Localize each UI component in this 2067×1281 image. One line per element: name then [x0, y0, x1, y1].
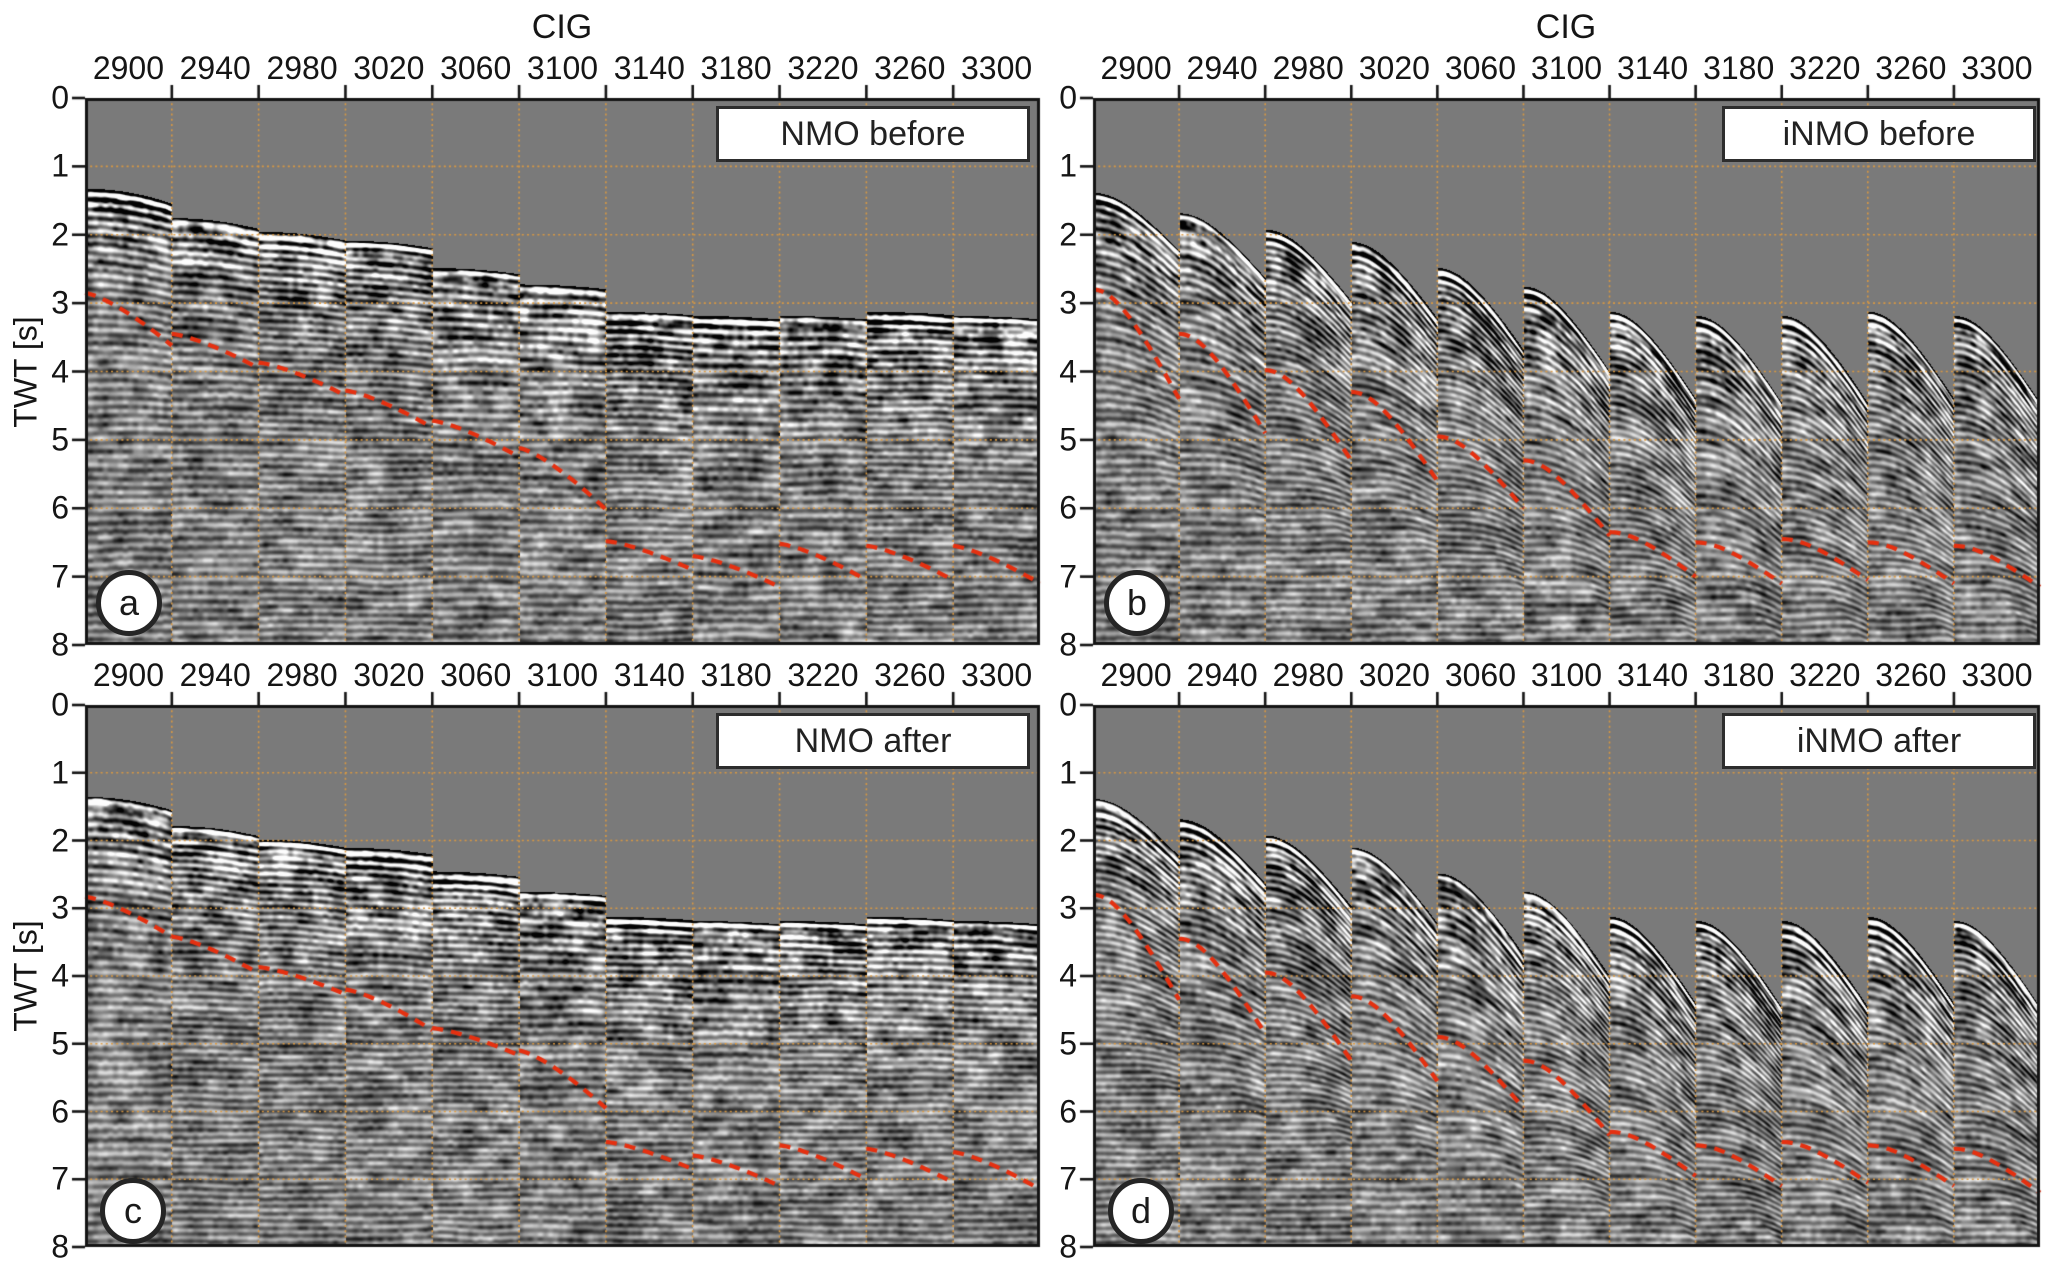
y-tick-label: 2: [51, 216, 69, 253]
x-tick-label: 3100: [526, 50, 599, 86]
x-tick-label: 3020: [353, 50, 425, 86]
panel-a-label-box: NMO before: [716, 106, 1030, 162]
y-tick-label: 6: [1059, 1093, 1077, 1129]
y-tick-label: 8: [1059, 1228, 1077, 1265]
x-tick-label: 3060: [440, 50, 512, 86]
y-tick-label: 3: [51, 284, 69, 321]
x-tick-label: 3140: [613, 50, 685, 86]
x-tick-label: 3140: [1616, 657, 1689, 693]
x-tick-label: 3260: [874, 657, 946, 693]
x-tick-label: 3180: [1703, 50, 1775, 86]
x-tick-label: 2940: [179, 50, 251, 86]
x-tick-label: 3220: [1789, 657, 1861, 693]
x-tick-label: 2900: [1100, 50, 1172, 86]
x-tick-label: 3300: [960, 657, 1033, 693]
panel-c-label-box: NMO after: [716, 713, 1030, 769]
x-tick-label: 3100: [1530, 657, 1603, 693]
x-tick-label: 2900: [92, 50, 164, 86]
y-tick-label: 3: [51, 889, 69, 926]
y-tick-label: 1: [51, 147, 69, 184]
x-tick-label: 3060: [1444, 657, 1516, 693]
y-tick-label: 2: [1059, 822, 1077, 858]
x-tick-label: 2980: [1272, 657, 1344, 693]
x-tick-label: 3220: [787, 657, 859, 693]
y-tick-label: 0: [1059, 686, 1077, 723]
y-tick-label: 1: [1059, 147, 1077, 184]
y-tick-label: 8: [51, 626, 69, 663]
panel-d-badge: d: [1108, 1178, 1174, 1244]
y-tick-label: 7: [51, 1160, 69, 1197]
panel-d-label-box: iNMO after: [1722, 713, 2036, 769]
y-tick-label: 4: [1059, 957, 1077, 994]
y-tick-label: 8: [51, 1228, 69, 1265]
y-tick-label: 4: [51, 957, 69, 994]
y-tick-label: 6: [51, 489, 69, 526]
y-tick-label: 6: [1059, 489, 1077, 526]
x-tick-label: 3020: [1358, 657, 1430, 693]
y-tick-label: 8: [1059, 626, 1077, 663]
y-tick-label: 0: [1059, 79, 1077, 116]
y-tick-label: 5: [1059, 421, 1077, 458]
x-tick-label: 3140: [613, 657, 685, 693]
x-tick-label: 3220: [787, 50, 859, 86]
x-tick-label: 3260: [1875, 50, 1947, 86]
x-tick-label: 3100: [526, 657, 599, 693]
y-tick-label: 4: [51, 353, 69, 389]
y-tick-label: 7: [51, 558, 69, 595]
x-tick-label: 2980: [266, 657, 338, 693]
x-tick-label: 3180: [700, 657, 772, 693]
x-tick-label: 3300: [960, 50, 1033, 86]
panel-b-label-box: iNMO before: [1722, 106, 2036, 162]
x-tick-label: 3180: [700, 50, 772, 86]
x-tick-label: 3100: [1530, 50, 1603, 86]
y-tick-label: 5: [51, 1025, 69, 1062]
panel-d-label: iNMO after: [1796, 722, 1962, 760]
panel-b-label: iNMO before: [1782, 115, 1976, 153]
x-tick-label: 3060: [440, 657, 512, 693]
x-tick-label: 3060: [1444, 50, 1516, 86]
x-tick-label: 2940: [1186, 657, 1258, 693]
y-tick-label: 4: [1059, 353, 1077, 389]
x-tick-label: 3300: [1961, 50, 2033, 86]
y-tick-label: 0: [51, 79, 69, 116]
y-tick-label: 1: [51, 754, 69, 791]
x-axis-title-right: CIG: [1535, 8, 1597, 46]
panel-c-label: NMO after: [794, 722, 952, 760]
panel-a-label: NMO before: [780, 115, 966, 153]
x-tick-label: 3140: [1616, 50, 1689, 86]
y-tick-label: 2: [1059, 216, 1077, 253]
x-tick-label: 2980: [1272, 50, 1344, 86]
x-tick-label: 3020: [353, 657, 425, 693]
y-tick-label: 7: [1059, 1160, 1077, 1197]
panel-c-badge: c: [100, 1178, 166, 1244]
x-tick-label: 3300: [1961, 657, 2033, 693]
y-tick-label: 7: [1059, 558, 1077, 595]
x-tick-label: 2980: [266, 50, 338, 86]
y-tick-label: 5: [1059, 1025, 1077, 1062]
x-tick-label: 2940: [1186, 50, 1258, 86]
y-tick-label: 1: [1059, 754, 1077, 791]
y-tick-label: 3: [1059, 284, 1077, 321]
x-tick-label: 2900: [1100, 657, 1172, 693]
x-tick-label: 3260: [874, 50, 946, 86]
panel-b-badge: b: [1104, 570, 1170, 636]
panel-a-badge: a: [96, 570, 162, 636]
x-tick-label: 3260: [1875, 657, 1947, 693]
y-tick-label: 6: [51, 1093, 69, 1129]
y-tick-label: 0: [51, 686, 69, 723]
x-tick-label: 3020: [1358, 50, 1430, 86]
x-tick-label: 2940: [179, 657, 251, 693]
x-tick-label: 3220: [1789, 50, 1861, 86]
x-tick-label: 2900: [92, 657, 164, 693]
y-tick-label: 2: [51, 822, 69, 858]
y-tick-label: 5: [51, 421, 69, 458]
x-tick-label: 3180: [1703, 657, 1775, 693]
x-axis-title-left: CIG: [531, 8, 593, 46]
y-tick-label: 3: [1059, 889, 1077, 926]
